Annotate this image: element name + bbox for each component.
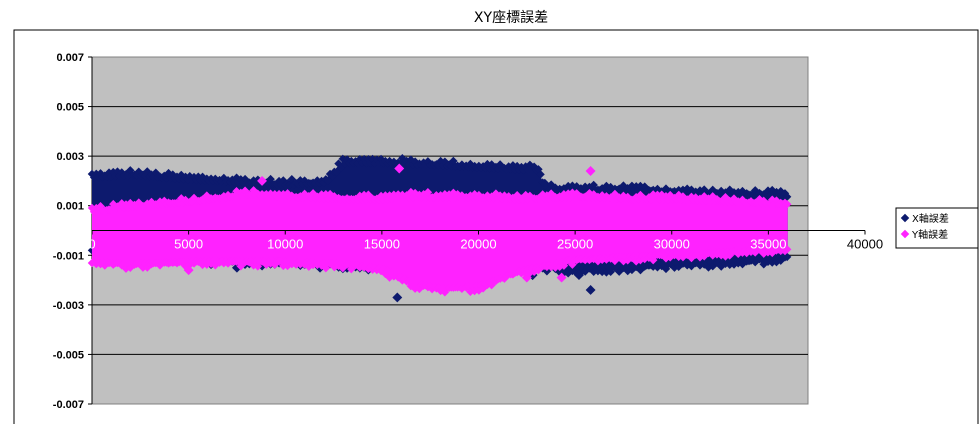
outlier-point [392, 292, 403, 303]
outlier-point [521, 272, 532, 283]
y-tick-label: 0.007 [56, 52, 84, 64]
x-tick-label: 20000 [460, 237, 496, 252]
chart-title: XY座標誤差 [474, 10, 548, 26]
series-y-points [87, 163, 792, 297]
x-axis: 0 5000 10000 15000 20000 25000 30000 35000 40000 [88, 230, 883, 252]
data-point [782, 245, 792, 254]
legend: X軸誤差 Y軸誤差 [895, 207, 979, 249]
outlier-point [556, 272, 567, 283]
y-tick-label: 0.003 [56, 151, 84, 163]
x-tick-label: 40000 [847, 237, 883, 252]
legend-label-y: Y軸誤差 [911, 228, 948, 241]
series-band [92, 193, 788, 290]
x-tick-label: 25000 [557, 237, 593, 252]
x-tick-label: 10000 [267, 237, 303, 252]
y-tick-label: -0.003 [53, 300, 84, 312]
data-point [782, 199, 792, 209]
y-tick-label: -0.007 [53, 399, 84, 411]
outlier-point [257, 175, 268, 186]
x-tick-label: 15000 [364, 237, 400, 252]
legend-box [895, 207, 979, 249]
x-tick-label: 35000 [750, 237, 786, 252]
y-axis: 0.007 0.005 0.003 0.001 -0.001 -0.003 -0.005 -0… [53, 52, 93, 411]
x-tick-label: 5000 [174, 237, 203, 252]
outlier-point [183, 265, 194, 276]
y-tick-label: -0.001 [53, 250, 84, 262]
y-tick-label: -0.005 [53, 349, 84, 361]
outlier-point [394, 163, 405, 174]
legend-label-x: X軸誤差 [912, 212, 949, 225]
x-tick-label: 0 [88, 237, 95, 252]
data-points [87, 154, 792, 303]
data-point [323, 176, 333, 185]
data-point [536, 170, 545, 179]
y-tick-label: 0.005 [56, 102, 84, 114]
x-tick-label: 30000 [654, 237, 690, 252]
y-tick-label: 0.001 [56, 201, 84, 213]
